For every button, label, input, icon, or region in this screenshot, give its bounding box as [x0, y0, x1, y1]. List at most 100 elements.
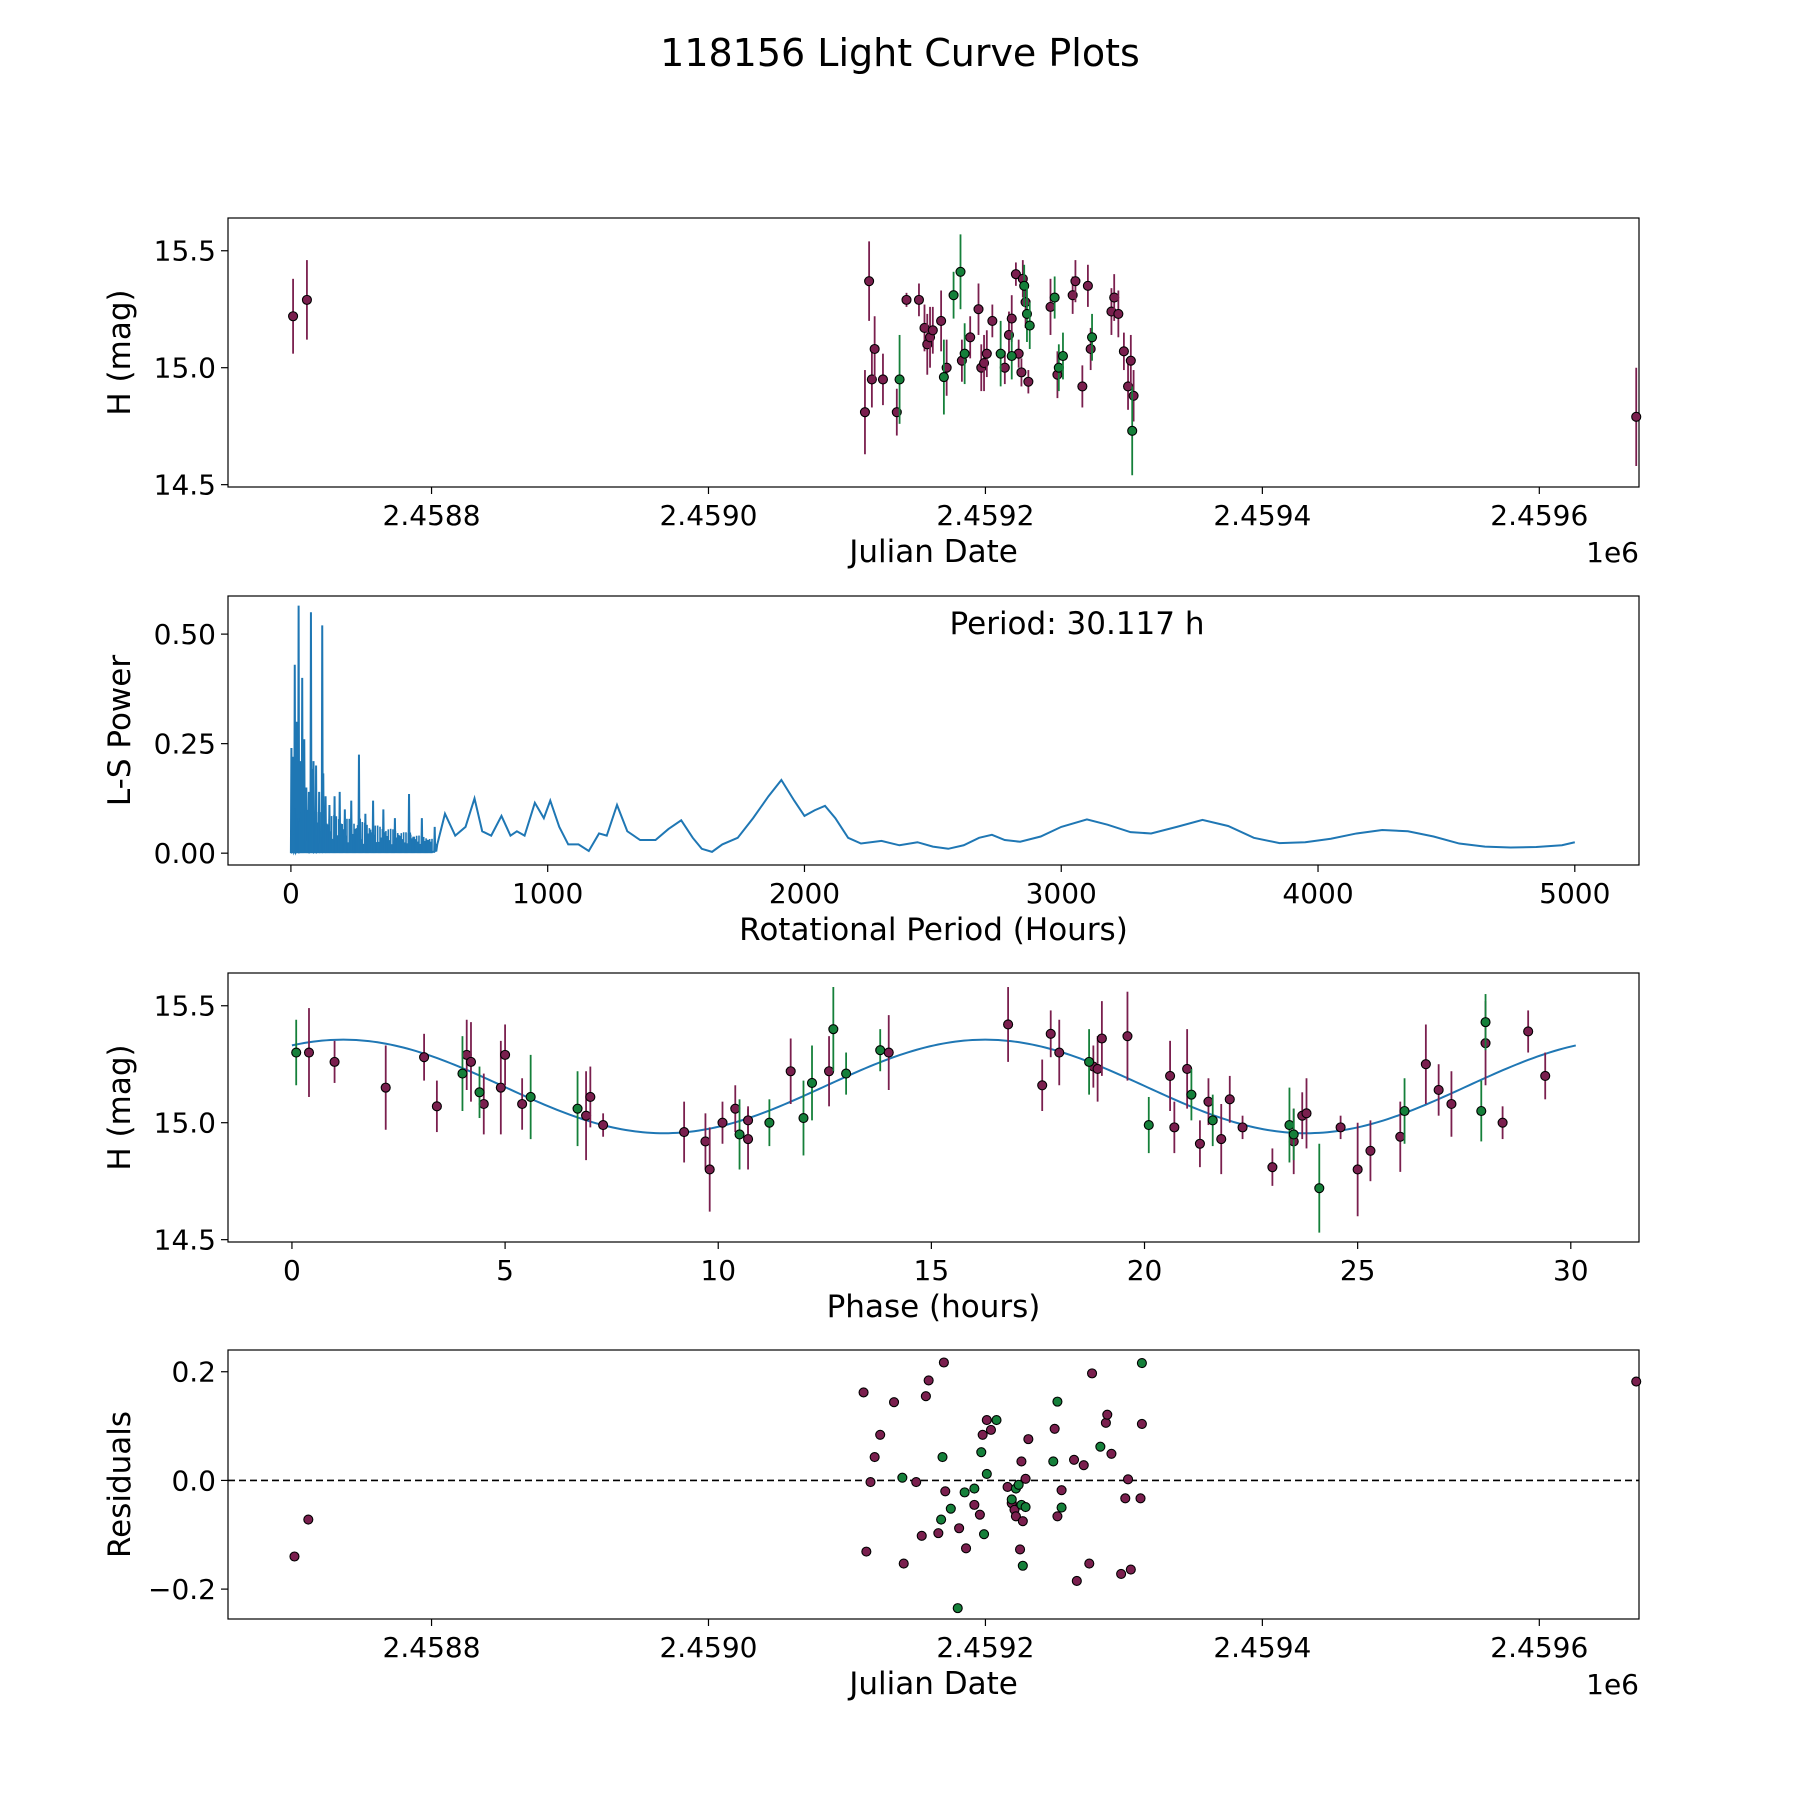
data-point-maroon: [704, 1164, 715, 1175]
data-point-maroon: [1216, 1134, 1227, 1145]
x-tick-label: 4000: [1282, 877, 1353, 910]
data-point-green: [1006, 1494, 1017, 1505]
data-point-maroon: [1084, 1558, 1095, 1569]
data-point-green: [1020, 1502, 1031, 1513]
x-tick-label: 1000: [512, 877, 583, 910]
data-point-maroon: [1068, 1454, 1080, 1465]
data-point-maroon: [1109, 292, 1120, 303]
data-point-maroon: [1002, 1481, 1013, 1492]
data-point-maroon: [1096, 1033, 1107, 1044]
data-point-green: [897, 1472, 908, 1483]
data-point-maroon: [1523, 1026, 1534, 1037]
x-tick-label: 2.4594: [1213, 1631, 1311, 1664]
x-tick-label: 5: [496, 1254, 514, 1287]
data-point-maroon: [1365, 1145, 1376, 1156]
data-point-maroon: [1194, 1138, 1205, 1149]
data-point-maroon: [985, 1424, 997, 1435]
data-point-maroon: [865, 1477, 876, 1488]
y-axis-label: Residuals: [102, 1411, 138, 1558]
data-point-maroon: [303, 1047, 315, 1058]
y-tick-label: 15.0: [154, 1107, 216, 1140]
axes-frame: [227, 972, 1640, 1243]
data-point-maroon: [960, 1543, 972, 1554]
x-axis-label: Julian Date: [847, 1666, 1018, 1702]
x-tick-label: 2.4596: [1490, 499, 1588, 532]
data-point-green: [1314, 1183, 1325, 1194]
y-tick-label: 0.2: [171, 1356, 216, 1389]
x-tick-label: 3000: [1026, 877, 1097, 910]
data-point-maroon: [1037, 1080, 1048, 1091]
data-point-maroon: [1335, 1122, 1346, 1133]
data-point-green: [1399, 1105, 1410, 1117]
data-point-green: [937, 1452, 948, 1463]
data-point-maroon: [1049, 1423, 1060, 1434]
data-point-green: [1186, 1089, 1197, 1100]
data-point-maroon: [1106, 1448, 1117, 1459]
data-point-maroon: [1497, 1117, 1508, 1128]
x-tick-label: 15: [914, 1254, 950, 1287]
data-point-maroon: [1016, 367, 1027, 378]
data-point-maroon: [1136, 1418, 1147, 1429]
phase-folded-panel: 0 5 10 15 20 25 30 14.5 15.0 15.5 Phase (hours) H (…: [102, 972, 1640, 1325]
data-point-maroon: [933, 1528, 944, 1539]
data-point-maroon: [303, 1514, 314, 1525]
data-point-maroon: [730, 1103, 741, 1114]
data-point-green: [572, 1103, 583, 1114]
x-axis-label: Phase (hours): [827, 1289, 1041, 1325]
data-point-green: [474, 1087, 485, 1098]
periodogram-panel: 0 1000 2000 3000 4000 5000 0.00 0.25 0.50 Rotatio…: [102, 595, 1640, 948]
data-point-maroon: [861, 1546, 872, 1557]
data-point-green: [969, 1483, 980, 1494]
data-point-maroon: [1352, 1164, 1363, 1175]
data-point-maroon: [974, 1509, 985, 1520]
data-point-green: [959, 1487, 970, 1498]
y-tick-label: 15.5: [154, 990, 216, 1023]
y-axis-label: H (mag): [102, 1044, 138, 1170]
y-tick-label: 0.00: [154, 837, 216, 870]
data-point-maroon: [1267, 1162, 1278, 1173]
y-tick-label: −0.2: [148, 1573, 216, 1606]
data-point-maroon: [301, 294, 312, 305]
data-point-green: [828, 1024, 839, 1035]
y-tick-label: 14.5: [154, 1224, 216, 1257]
data-point-maroon: [1010, 1511, 1021, 1522]
data-point-maroon: [938, 1357, 949, 1368]
sinusoid-fit-curve: [291, 1038, 1577, 1135]
data-point-green: [798, 1112, 809, 1124]
data-point-maroon: [1052, 1511, 1063, 1522]
data-point-green: [995, 348, 1006, 359]
data-point-maroon: [1085, 343, 1096, 355]
data-point-maroon: [1102, 1409, 1113, 1420]
data-point-maroon: [700, 1136, 711, 1147]
figure-title: 118156 Light Curve Plots: [660, 31, 1140, 75]
data-point-maroon: [1395, 1131, 1406, 1142]
data-point-maroon: [1092, 1063, 1103, 1074]
x-axis-label: Rotational Period (Hours): [739, 912, 1128, 948]
x-tick-label: 10: [700, 1254, 736, 1287]
data-point-maroon: [888, 1397, 900, 1408]
data-point-maroon: [1120, 1493, 1131, 1504]
data-point-maroon: [465, 1056, 477, 1067]
data-point-maroon: [1016, 1456, 1027, 1467]
data-point-maroon: [1631, 411, 1642, 422]
data-point-green: [841, 1068, 852, 1079]
data-point-green: [1207, 1115, 1218, 1126]
data-point-green: [991, 1415, 1002, 1426]
data-point-maroon: [581, 1110, 592, 1121]
data-point-maroon: [1182, 1063, 1193, 1074]
data-point-maroon: [1169, 1122, 1180, 1133]
data-point-green: [1084, 1056, 1095, 1067]
data-point-maroon: [1045, 1028, 1056, 1039]
data-point-maroon: [869, 1452, 880, 1463]
data-point-green: [894, 374, 905, 385]
data-point-maroon: [1023, 1434, 1034, 1445]
data-point-maroon: [916, 1530, 927, 1541]
data-point-green: [938, 372, 949, 383]
data-point-maroon: [1010, 269, 1021, 280]
data-point-maroon: [875, 1429, 886, 1440]
data-point-green: [1049, 292, 1060, 303]
data-point-maroon: [1003, 1019, 1014, 1030]
data-point-maroon: [965, 332, 976, 343]
data-point-maroon: [1203, 1096, 1214, 1107]
